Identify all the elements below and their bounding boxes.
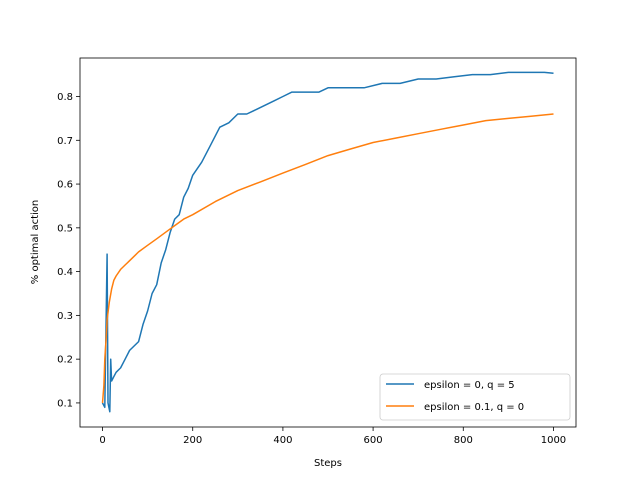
legend-label-series-1: epsilon = 0, q = 5 bbox=[424, 380, 515, 391]
plot-area bbox=[80, 58, 576, 427]
legend: epsilon = 0, q = 5 epsilon = 0.1, q = 0 bbox=[379, 373, 571, 421]
y-tick-label: 0.8 bbox=[57, 92, 73, 103]
x-axis-ticks: 0 200 400 600 800 1000 bbox=[99, 427, 566, 446]
y-tick-label: 0.5 bbox=[57, 223, 73, 234]
x-tick-label: 1000 bbox=[541, 435, 566, 446]
y-axis-label: % optimal action bbox=[30, 200, 41, 284]
axes-frame bbox=[79, 57, 577, 428]
x-tick-label: 200 bbox=[183, 435, 202, 446]
y-tick-label: 0.7 bbox=[57, 136, 73, 147]
legend-label-series-2: epsilon = 0.1, q = 0 bbox=[424, 402, 524, 413]
series-line-1 bbox=[101, 71, 554, 413]
x-tick-label: 0 bbox=[99, 435, 105, 446]
x-tick-label: 600 bbox=[364, 435, 383, 446]
x-axis-label: Steps bbox=[314, 458, 342, 469]
y-tick-label: 0.6 bbox=[57, 180, 73, 191]
y-tick-label: 0.3 bbox=[57, 311, 73, 322]
y-tick-label: 0.2 bbox=[57, 355, 73, 366]
x-tick-label: 400 bbox=[273, 435, 292, 446]
series-layer bbox=[101, 71, 554, 413]
y-tick-label: 0.4 bbox=[57, 267, 73, 278]
y-tick-label: 0.1 bbox=[57, 398, 73, 409]
legend-box bbox=[379, 373, 571, 421]
y-axis-ticks: 0.1 0.2 0.3 0.4 0.5 0.6 0.7 0.8 bbox=[57, 92, 80, 409]
series-line-2 bbox=[101, 113, 554, 403]
x-tick-label: 800 bbox=[454, 435, 473, 446]
